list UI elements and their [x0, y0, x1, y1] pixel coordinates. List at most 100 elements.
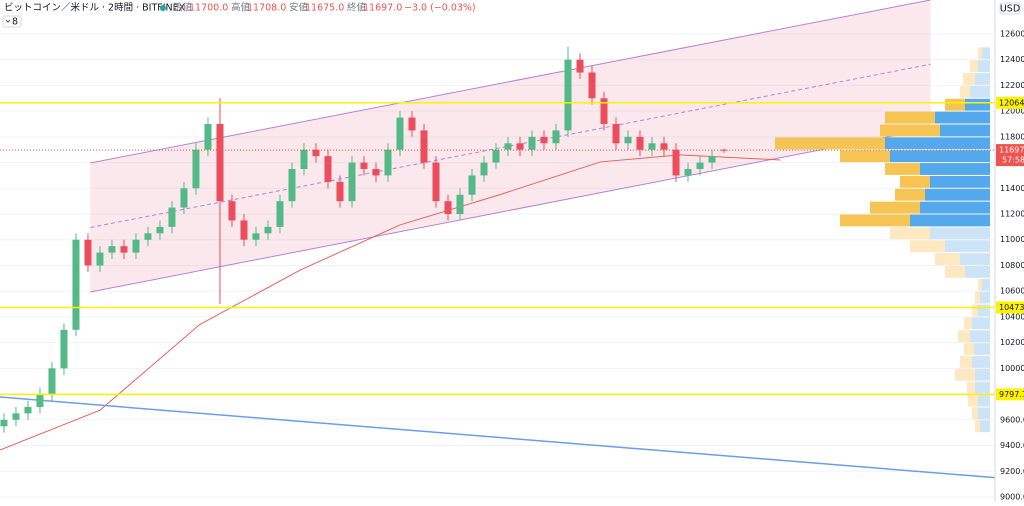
candle-body: [228, 201, 236, 221]
y-tick-label: 11200.0: [1000, 210, 1024, 219]
profile-down: [978, 278, 982, 291]
profile-up: [930, 227, 990, 240]
profile-up: [910, 214, 990, 227]
candle-body: [420, 130, 428, 163]
profile-up: [974, 343, 990, 356]
profile-up: [980, 420, 990, 433]
status-dot: [160, 5, 166, 11]
chevron: [5, 19, 11, 23]
level-tag: [996, 388, 1024, 401]
indicator-count: 8: [12, 17, 18, 28]
currency: USD: [1000, 4, 1020, 15]
y-tick-label: 10000.0: [1000, 364, 1024, 373]
close-value: 11697.0: [363, 3, 402, 14]
channel-lower: [90, 127, 931, 293]
candle-body: [468, 175, 476, 195]
profile-down: [775, 137, 885, 150]
profile-down: [870, 201, 920, 214]
candle-body: [0, 419, 8, 427]
candle-body: [192, 149, 200, 189]
y-tick-label: 12200.0: [1000, 81, 1024, 90]
profile-down: [955, 368, 975, 381]
profile-up: [982, 47, 990, 60]
profile-down: [890, 227, 930, 240]
candle-body: [48, 368, 56, 395]
profile-down: [967, 381, 975, 394]
y-tick-label: 10600.0: [1000, 287, 1024, 296]
candle-body: [72, 239, 80, 330]
candle-body: [324, 156, 332, 182]
profile-down: [964, 317, 972, 330]
y-tick-label: 9400.0: [1000, 441, 1024, 450]
profile-down: [975, 420, 980, 433]
candle-body: [408, 117, 416, 131]
open-label: 始値: [173, 2, 193, 14]
profile-up: [945, 240, 990, 253]
profile-down: [880, 124, 940, 137]
candle-body: [672, 149, 680, 176]
profile-down: [935, 253, 960, 265]
candle-body: [96, 252, 104, 266]
high-value: 11708.0: [247, 3, 286, 14]
candle-body: [684, 169, 692, 176]
last-price-label: 11697.0: [999, 146, 1024, 155]
y-tick-label: 9200.0: [1000, 467, 1024, 476]
profile-down: [963, 73, 975, 85]
profile-up: [965, 265, 990, 278]
y-tick-label: 12400.0: [1000, 55, 1024, 64]
profile-up: [920, 163, 990, 175]
profile-up: [970, 85, 990, 98]
candle-body: [204, 123, 212, 150]
profile-up: [920, 201, 990, 214]
symbol: ビットコイン／米ドル · 2時間 · BITFINEX: [4, 2, 186, 14]
y-tick-label: 11000.0: [1000, 235, 1024, 244]
candle-body: [528, 136, 536, 150]
profile-down: [975, 291, 980, 304]
candle-body: [168, 207, 176, 227]
y-tick-label: 10800.0: [1000, 261, 1024, 270]
profile-down: [840, 214, 910, 227]
candle-body: [120, 246, 128, 253]
candle-body: [240, 220, 248, 240]
profile-up: [890, 150, 990, 163]
profile-down: [910, 240, 945, 253]
high-label: 高値: [231, 2, 251, 14]
profile-up: [930, 175, 990, 188]
profile-up: [975, 368, 990, 381]
level-tag-label: 9797.7: [999, 390, 1024, 399]
candle-body: [264, 226, 272, 234]
candle-body: [396, 117, 404, 150]
profile-up: [972, 356, 990, 368]
profile-down: [964, 343, 974, 356]
profile-up: [982, 278, 990, 291]
candle-body: [60, 329, 68, 369]
profile-down: [945, 265, 965, 278]
candle-body: [504, 143, 512, 150]
profile-down: [968, 394, 978, 407]
candle-body: [384, 149, 392, 176]
candle-body: [612, 123, 620, 144]
candle-body: [288, 169, 296, 202]
open-value: 11700.0: [189, 3, 228, 14]
profile-down: [978, 47, 982, 60]
candle-body: [516, 143, 524, 150]
profile-up: [980, 291, 990, 304]
indicator-toggle[interactable]: [2, 15, 22, 28]
candle-body: [540, 136, 548, 144]
profile-up: [965, 98, 990, 111]
profile-up: [972, 317, 990, 330]
profile-down: [960, 356, 972, 368]
candle-body: [432, 162, 440, 202]
profile-up: [978, 394, 990, 407]
currency-box[interactable]: [999, 2, 1021, 15]
candle-body: [720, 149, 728, 151]
candle-body: [372, 169, 380, 176]
profile-down: [895, 188, 925, 201]
channel-upper: [90, 0, 931, 164]
y-tick-label: 11400.0: [1000, 184, 1024, 193]
candle-body: [12, 413, 20, 420]
candle-body: [480, 162, 488, 176]
y-tick-label: 9600.0: [1000, 415, 1024, 424]
